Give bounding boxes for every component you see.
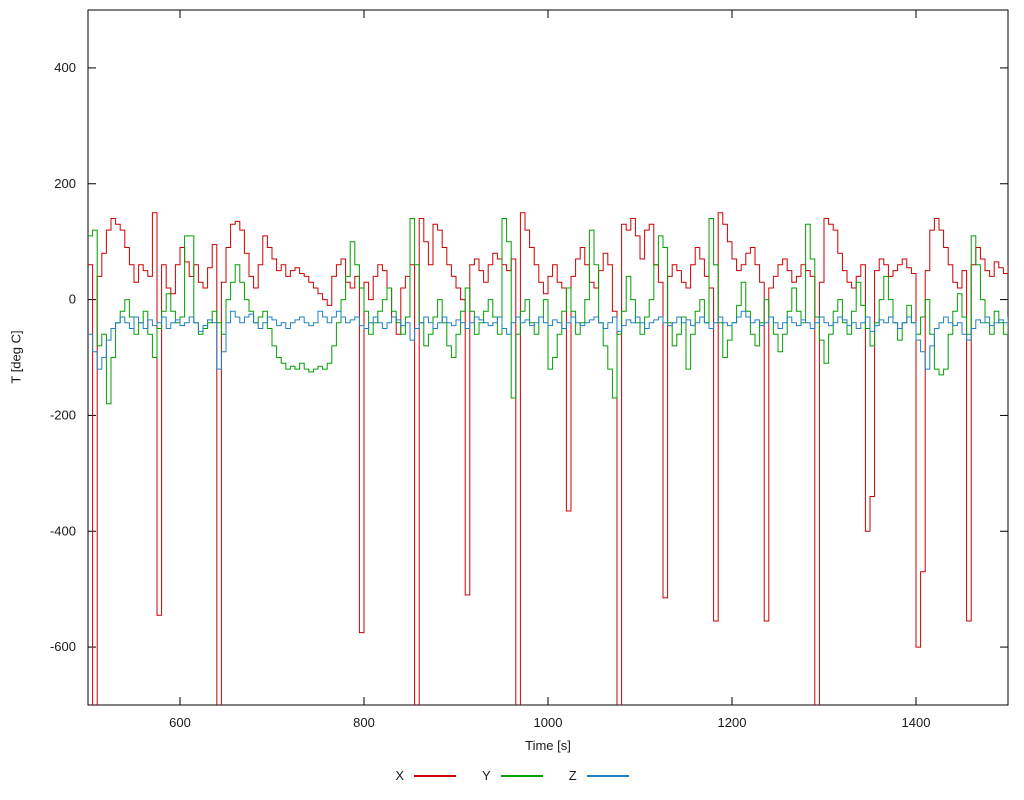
y-tick-label: 0 — [69, 292, 76, 307]
y-tick-label: -200 — [50, 407, 76, 422]
y-tick-label: 400 — [54, 60, 76, 75]
legend-label-y: Y — [482, 768, 491, 783]
x-tick-label: 1200 — [718, 715, 747, 730]
legend-item-x: X — [395, 768, 457, 783]
legend-line-sample-x — [414, 774, 457, 777]
x-tick-label: 600 — [169, 715, 191, 730]
x-tick-label: 1400 — [902, 715, 931, 730]
legend-item-y: Y — [482, 768, 543, 783]
legend-line-sample-y — [500, 774, 543, 777]
series-line-y — [88, 218, 1008, 405]
legend-line-sample-z — [586, 774, 629, 777]
series-line-x — [88, 212, 1008, 705]
x-tick-label: 1000 — [534, 715, 563, 730]
x-axis-label: Time [s] — [525, 738, 571, 753]
legend-label-x: X — [395, 768, 405, 783]
y-axis-label: T [deg C] — [8, 330, 24, 384]
x-tick-label: 800 — [353, 715, 375, 730]
plot-border — [87, 9, 1009, 706]
legend-label-z: Z — [568, 768, 577, 783]
y-tick-label: 200 — [54, 176, 76, 191]
legend-item-z: Z — [569, 768, 629, 783]
y-tick-label: -600 — [50, 639, 76, 654]
chart-legend: X Y Z — [0, 768, 1024, 783]
y-tick-label: -400 — [50, 523, 76, 538]
series-line-z — [88, 310, 1008, 370]
